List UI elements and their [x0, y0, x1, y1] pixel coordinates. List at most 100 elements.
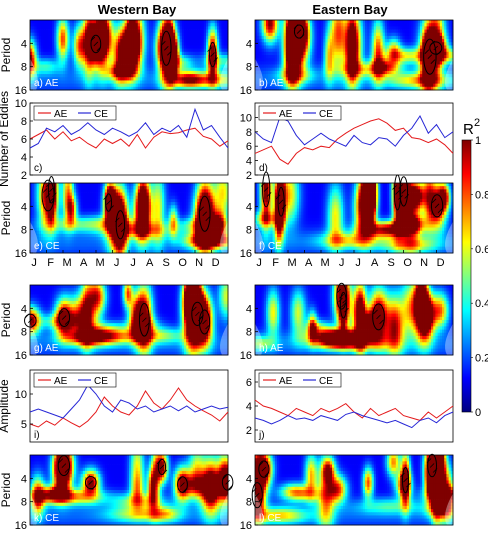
heatmap-cell	[144, 35, 147, 40]
heatmap-cell	[157, 67, 161, 72]
heatmap-cell	[380, 58, 383, 62]
heatmap-cell	[56, 29, 59, 34]
heatmap-cell	[168, 20, 172, 24]
heatmap-cell	[80, 32, 84, 37]
heatmap-cell	[195, 20, 198, 24]
heatmap-cell	[168, 29, 172, 34]
heatmap-cell	[175, 20, 178, 24]
heatmap-cell	[347, 51, 350, 56]
heatmap-cell	[371, 23, 375, 27]
heatmap-cell	[212, 35, 216, 40]
heatmap-cell	[74, 42, 77, 46]
heatmap-cell	[56, 83, 59, 88]
heatmap-cell	[387, 48, 390, 53]
heatmap-cell	[351, 26, 355, 30]
heatmap-cell	[133, 67, 136, 72]
heatmap-cell	[199, 70, 202, 75]
heatmap-cell	[133, 64, 136, 69]
heatmap-cell	[376, 39, 379, 43]
heatmap-cell	[197, 61, 200, 65]
heatmap-cell	[261, 58, 265, 62]
heatmap-cell	[140, 61, 143, 65]
heatmap-cell	[96, 20, 99, 24]
heatmap-cell	[268, 61, 271, 65]
heatmap-cell	[155, 23, 158, 27]
heatmap-cell	[362, 23, 366, 27]
heatmap-cell	[129, 51, 132, 56]
heatmap-cell	[186, 86, 189, 91]
heatmap-cell	[52, 35, 55, 40]
heatmap-cell	[197, 67, 200, 72]
heatmap-cell	[140, 29, 143, 34]
heatmap-cell	[89, 77, 92, 81]
heatmap-cell	[428, 51, 432, 56]
heatmap-cell	[179, 58, 183, 62]
heatmap-cell	[144, 64, 147, 69]
heatmap-cell	[433, 23, 436, 27]
heatmap-cell	[155, 42, 158, 46]
heatmap-cell	[58, 42, 62, 46]
heatmap-cell	[197, 77, 200, 81]
heatmap-cell	[186, 64, 189, 69]
heatmap-cell	[219, 51, 222, 56]
heatmap-cell	[115, 61, 119, 65]
heatmap-cell	[135, 32, 139, 37]
heatmap-cell	[34, 23, 37, 27]
heatmap-cell	[148, 32, 152, 37]
heatmap-cell	[58, 83, 62, 88]
heatmap-cell	[120, 77, 123, 81]
heatmap-cell	[69, 29, 73, 34]
heatmap-cell	[208, 86, 211, 91]
heatmap-cell	[305, 51, 309, 56]
heatmap-cell	[135, 61, 139, 65]
heatmap-cell	[217, 70, 220, 75]
heatmap-cell	[450, 23, 454, 27]
heatmap-cell	[343, 23, 346, 27]
heatmap-cell	[151, 67, 154, 72]
heatmap-cell	[199, 80, 202, 85]
heatmap-cell	[98, 20, 101, 24]
heatmap-cell	[371, 48, 375, 53]
heatmap-cell	[270, 35, 273, 40]
heatmap-cell	[263, 42, 267, 46]
heatmap-cell	[270, 23, 273, 27]
heatmap-cell	[162, 80, 165, 85]
heatmap-cell	[67, 42, 70, 46]
heatmap-cell	[321, 58, 324, 62]
heatmap-cell	[266, 23, 269, 27]
heatmap-cell	[409, 23, 412, 27]
heatmap-cell	[192, 45, 196, 50]
heatmap-cell	[153, 74, 156, 78]
heatmap-cell	[153, 58, 156, 62]
heatmap-cell	[400, 45, 403, 50]
heatmap-cell	[38, 77, 42, 81]
heatmap-cell	[195, 80, 198, 85]
heatmap-cell	[69, 20, 73, 24]
heatmap-cell	[49, 55, 53, 59]
heatmap-cell	[56, 48, 59, 53]
heatmap-cell	[82, 42, 86, 46]
heatmap-cell	[285, 48, 289, 53]
heatmap-cell	[67, 20, 70, 24]
heatmap-cell	[76, 70, 79, 75]
heatmap-cell	[217, 42, 220, 46]
heatmap-cell	[376, 35, 379, 40]
heatmap-cell	[131, 35, 134, 40]
heatmap-cell	[373, 35, 377, 40]
heatmap-cell	[133, 39, 136, 43]
heatmap-cell	[442, 45, 445, 50]
heatmap-cell	[32, 32, 35, 37]
heatmap-cell	[107, 23, 110, 27]
heatmap-cell	[225, 55, 229, 59]
heatmap-cell	[210, 74, 213, 78]
heatmap-cell	[367, 39, 370, 43]
heatmap-cell	[316, 55, 320, 59]
heatmap-cell	[371, 32, 375, 37]
heatmap-cell	[349, 35, 353, 40]
heatmap-cell	[367, 48, 370, 53]
heatmap-cell	[203, 61, 207, 65]
heatmap-cell	[223, 70, 227, 75]
heatmap-cell	[285, 55, 289, 59]
heatmap-cell	[157, 58, 161, 62]
heatmap-cell	[129, 70, 132, 75]
